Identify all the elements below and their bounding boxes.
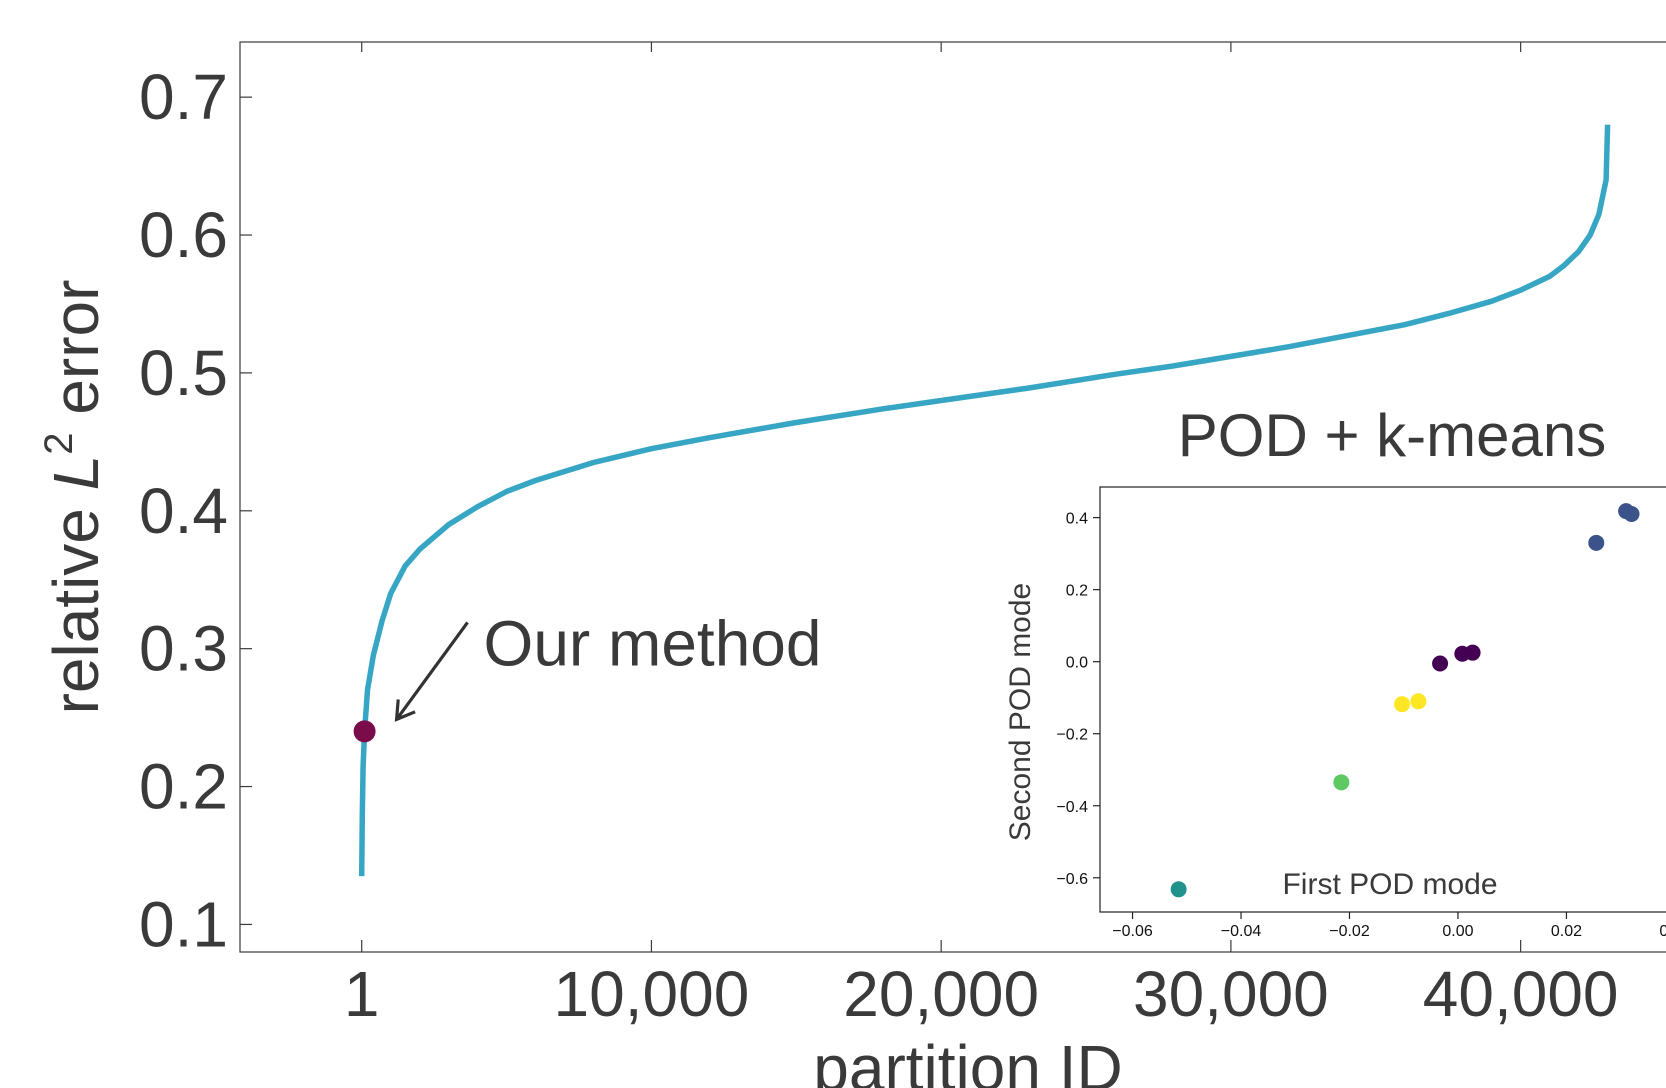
inset-x-tick-label: 0.04 [1659, 923, 1666, 940]
main-x-tick-label: 1 [344, 958, 380, 1030]
main-y-tick-label: 0.7 [139, 61, 228, 133]
inset-chart: POD + k-means −0.6 −0.4 −0.2 0.0 0.2 0.4 −0.0… [1004, 402, 1666, 940]
main-y-axis-label-superscript: 2 [37, 432, 81, 454]
inset-scatter-point [1464, 644, 1481, 661]
inset-y-axis-label: Second POD mode [1004, 583, 1037, 841]
inset-y-tick-label: −0.4 [1056, 799, 1088, 816]
inset-x-tick-label: 0.02 [1551, 923, 1582, 940]
inset-scatter-point [1410, 693, 1427, 710]
main-y-axis-label-suffix: error [40, 280, 112, 433]
main-y-tick-label: 0.1 [139, 888, 228, 960]
annotation-our-method: Our method [484, 607, 822, 679]
main-y-tick-label: 0.4 [139, 475, 228, 547]
inset-plot-frame [1099, 486, 1666, 913]
inset-x-tick-label: 0.00 [1442, 923, 1473, 940]
inset-y-tick-label: 0.4 [1066, 511, 1088, 528]
inset-scatter-point [1432, 655, 1449, 672]
main-x-axis-label: partition ID [813, 1032, 1122, 1088]
main-y-tick-label: 0.2 [139, 751, 228, 823]
our-method-point [353, 720, 376, 743]
inset-x-tick-label: −0.06 [1112, 923, 1153, 940]
inset-y-tick-label: −0.2 [1056, 727, 1088, 744]
inset-scatter-point [1394, 696, 1411, 713]
annotation-arrowhead [394, 699, 416, 722]
main-y-tick-label: 0.6 [139, 199, 228, 271]
main-x-tick-label: 40,000 [1423, 958, 1619, 1030]
inset-y-tick-label: −0.6 [1056, 871, 1088, 888]
inset-scatter-point [1623, 506, 1640, 523]
main-y-axis-label: relative L2 error [37, 280, 112, 715]
main-y-tick-label: 0.3 [139, 613, 228, 685]
main-y-tick-label: 0.5 [139, 337, 228, 409]
main-x-tick-label: 10,000 [554, 958, 750, 1030]
inset-y-ticks: −0.6 −0.4 −0.2 0.0 0.2 0.4 [1056, 511, 1100, 888]
inset-title: POD + k-means [1178, 402, 1606, 469]
inset-x-tick-label: −0.02 [1329, 923, 1370, 940]
main-x-ticks: 1 10,000 20,000 30,000 40,000 [344, 42, 1619, 1030]
main-plot-frame [239, 41, 1666, 953]
main-y-axis-label-prefix: relative [40, 490, 112, 714]
inset-x-tick-label: −0.04 [1221, 923, 1262, 940]
inset-y-tick-label: 0.0 [1066, 655, 1088, 672]
annotation-arrow [395, 621, 469, 721]
main-x-tick-label: 20,000 [843, 958, 1039, 1030]
inset-scatter-point [1588, 534, 1605, 551]
main-chart: 0.1 0.2 0.3 0.4 0.5 0.6 0.7 1 10,000 20,000 30,00… [37, 41, 1666, 1088]
inset-points [1170, 503, 1640, 898]
inset-x-axis-label: First POD mode [1282, 868, 1497, 901]
main-y-ticks: 0.1 0.2 0.3 0.4 0.5 0.6 0.7 [139, 61, 252, 960]
inset-x-ticks: −0.06 −0.04 −0.02 0.00 0.02 0.04 [1112, 912, 1666, 940]
inset-background [1100, 487, 1666, 912]
main-y-axis-label-symbol: L [40, 455, 112, 491]
inset-scatter-point [1333, 774, 1350, 791]
error-curve [358, 124, 1611, 877]
inset-scatter-point [1170, 881, 1187, 898]
main-x-tick-label: 30,000 [1133, 958, 1329, 1030]
inset-y-tick-label: 0.2 [1066, 583, 1088, 600]
